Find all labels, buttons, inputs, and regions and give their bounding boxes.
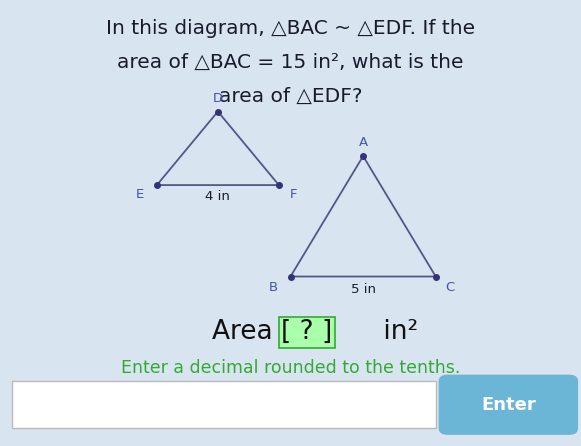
Point [286, 273, 295, 280]
Text: E: E [135, 187, 144, 201]
Text: 4 in: 4 in [206, 190, 230, 203]
Text: B: B [268, 281, 278, 294]
Text: In this diagram, △BAC ~ △EDF. If the: In this diagram, △BAC ~ △EDF. If the [106, 20, 475, 38]
FancyBboxPatch shape [439, 375, 578, 435]
Text: area of △EDF?: area of △EDF? [219, 87, 362, 105]
Text: Enter a decimal rounded to the tenths.: Enter a decimal rounded to the tenths. [121, 359, 460, 377]
Text: D: D [213, 91, 223, 105]
Text: F: F [290, 187, 297, 201]
Text: in²: in² [375, 319, 418, 345]
Text: area of △BAC = 15 in², what is the: area of △BAC = 15 in², what is the [117, 53, 464, 72]
Text: Area =: Area = [212, 319, 311, 345]
Point [213, 108, 223, 115]
Text: Enter: Enter [481, 396, 536, 414]
Point [152, 182, 162, 189]
Text: A: A [358, 136, 368, 149]
Text: [ ? ]: [ ? ] [281, 319, 332, 345]
Text: 5 in: 5 in [350, 283, 376, 297]
Point [431, 273, 440, 280]
Text: C: C [446, 281, 455, 294]
Point [274, 182, 284, 189]
FancyBboxPatch shape [12, 381, 436, 428]
Point [358, 153, 368, 160]
